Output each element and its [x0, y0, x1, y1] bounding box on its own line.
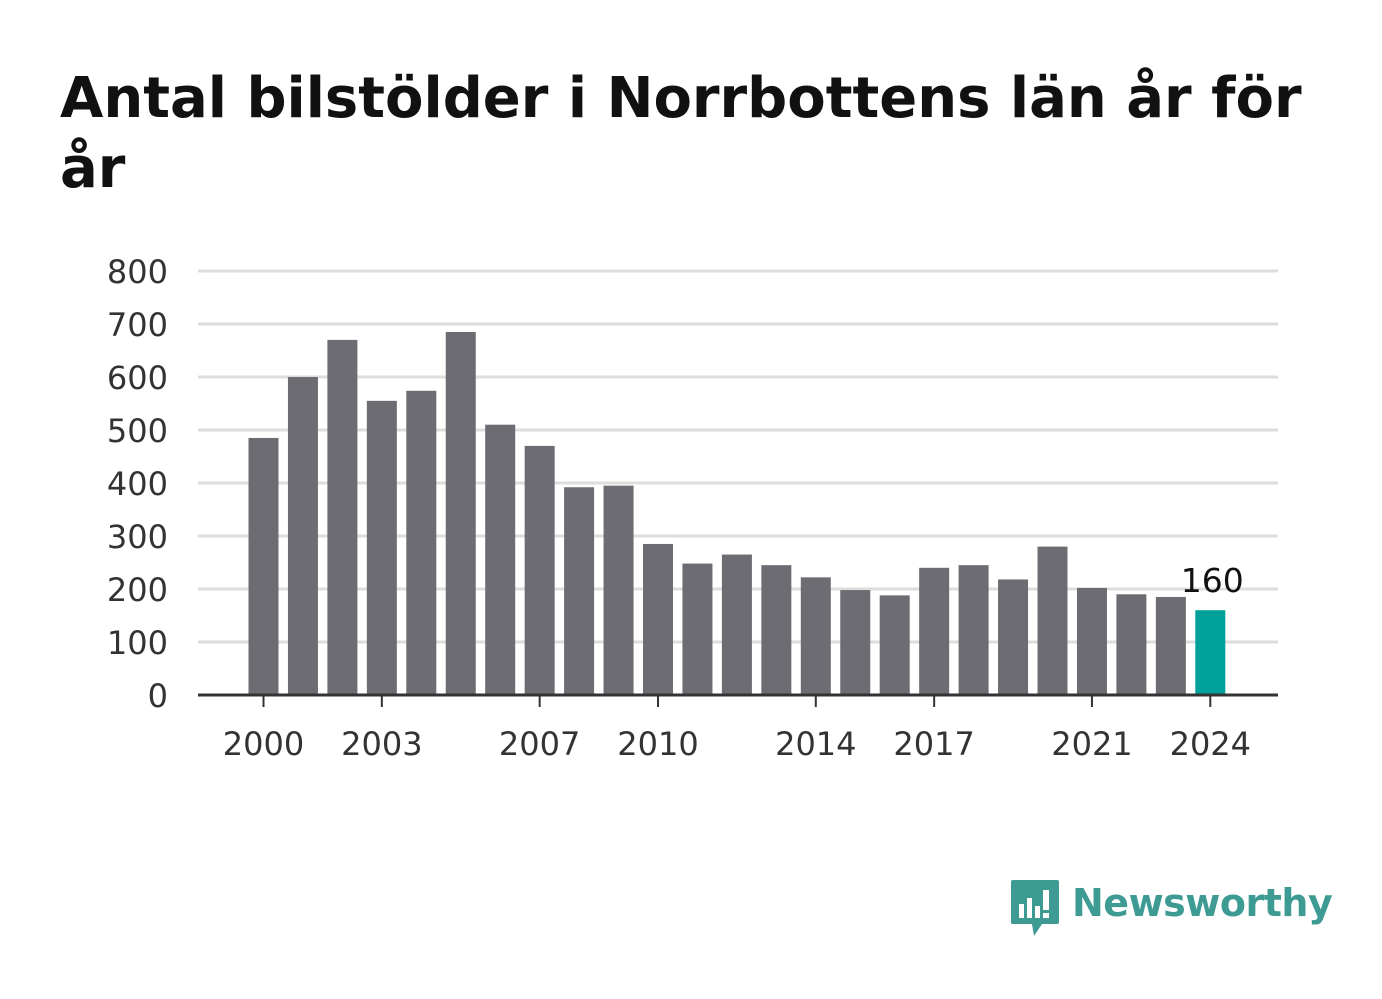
y-tick-label: 200	[107, 571, 168, 609]
y-tick-label: 600	[107, 359, 168, 397]
bar-2003	[366, 400, 397, 695]
bar-2002	[327, 339, 358, 695]
y-tick-label: 800	[107, 253, 168, 291]
bar-2005	[445, 331, 476, 695]
bar-2024	[1195, 610, 1226, 695]
y-axis-tick-labels: 0 100 200 300 400 500 600 700 800	[107, 253, 168, 715]
newsworthy-logo[interactable]: Newsworthy	[1010, 878, 1333, 940]
bar-2006	[485, 424, 516, 695]
x-tick-label: 2024	[1170, 725, 1251, 763]
brand-name: Newsworthy	[1072, 881, 1333, 925]
chart-speech-bubble-icon	[1011, 880, 1059, 936]
bar-2018	[958, 565, 989, 695]
y-tick-label: 100	[107, 624, 168, 662]
x-tick-label: 2021	[1051, 725, 1132, 763]
bar-2015	[840, 590, 871, 695]
x-axis-tick-labels: 2000 2003 2007 2010 2014 2017 2021 2024	[223, 695, 1251, 763]
x-tick-label: 2017	[893, 725, 974, 763]
bar-2001	[287, 377, 318, 695]
bar-2007	[524, 445, 555, 695]
bar-2004	[406, 390, 437, 695]
y-tick-label: 300	[107, 518, 168, 556]
x-tick-label: 2014	[775, 725, 856, 763]
bar-2017	[919, 567, 950, 695]
bar-2012	[721, 554, 752, 695]
bar-2019	[998, 579, 1029, 695]
bar-2014	[800, 577, 831, 695]
y-tick-label: 700	[107, 306, 168, 344]
bar-2008	[564, 487, 595, 695]
bar-2010	[643, 543, 673, 695]
bar-2000	[248, 437, 279, 695]
bar-2009	[603, 485, 634, 695]
x-tick-label: 2007	[499, 725, 580, 763]
y-tick-label: 0	[148, 677, 168, 715]
bar-2013	[761, 565, 792, 695]
bar-2011	[682, 563, 713, 695]
x-tick-label: 2000	[223, 725, 304, 763]
y-tick-label: 400	[107, 465, 168, 503]
bar-2021	[1076, 587, 1107, 695]
y-tick-label: 500	[107, 412, 168, 450]
bar-2022	[1116, 594, 1147, 695]
bar-2023	[1155, 596, 1186, 695]
bar-2020	[1037, 546, 1068, 695]
chart-title: Antal bilstölder i Norrbottens län år fö…	[60, 66, 1302, 201]
bar-2016	[879, 595, 910, 695]
bars	[248, 331, 1226, 695]
highlight-data-label: 160	[1181, 561, 1244, 600]
annotations: 160	[1181, 561, 1244, 600]
x-tick-label: 2003	[341, 725, 422, 763]
x-tick-label: 2010	[617, 725, 698, 763]
